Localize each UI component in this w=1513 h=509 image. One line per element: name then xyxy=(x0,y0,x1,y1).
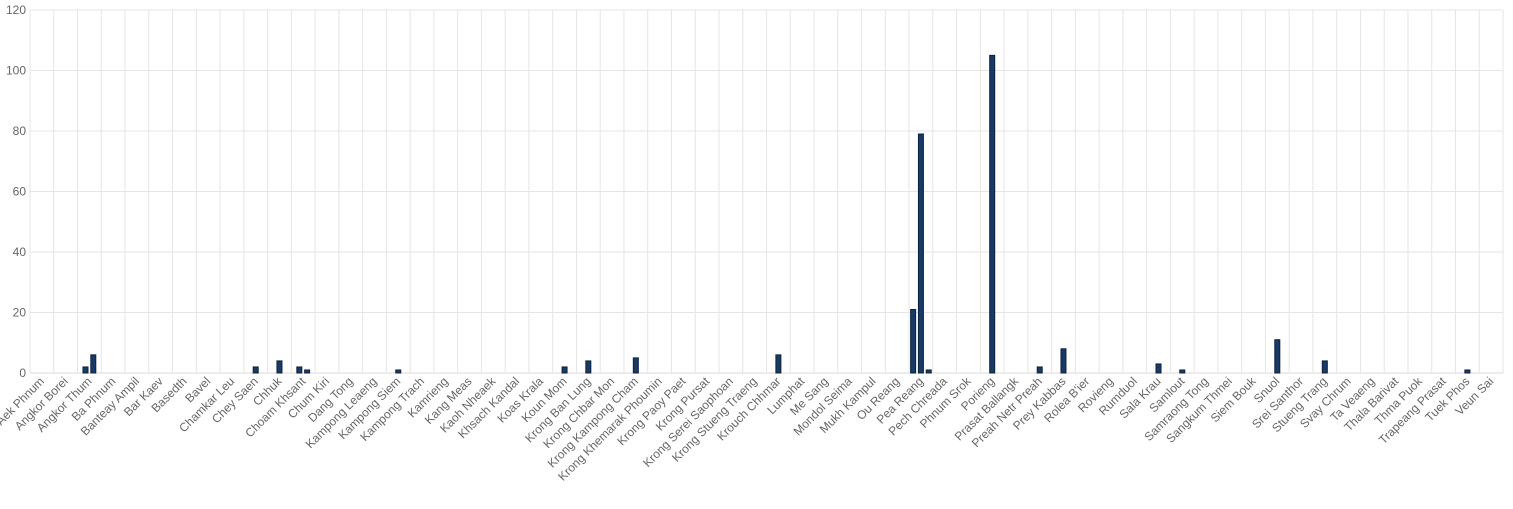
bar[interactable] xyxy=(1179,369,1186,374)
bar[interactable] xyxy=(1321,360,1328,374)
y-tick-label: 120 xyxy=(6,3,26,17)
y-tick-label: 60 xyxy=(13,185,27,199)
bar[interactable] xyxy=(1155,363,1162,374)
bar[interactable] xyxy=(296,366,303,374)
bar[interactable] xyxy=(82,366,89,374)
bars xyxy=(82,54,1471,374)
y-tick-label: 0 xyxy=(19,366,26,380)
bar[interactable] xyxy=(1464,369,1471,374)
y-tick-label: 100 xyxy=(6,64,26,78)
bar[interactable] xyxy=(989,54,996,374)
bar[interactable] xyxy=(585,360,592,374)
bar[interactable] xyxy=(910,308,917,374)
bar[interactable] xyxy=(632,357,639,374)
bar[interactable] xyxy=(1274,339,1281,374)
y-tick-label: 80 xyxy=(13,124,27,138)
bar[interactable] xyxy=(1060,348,1067,374)
bar[interactable] xyxy=(775,354,782,374)
bar[interactable] xyxy=(304,369,311,374)
bar[interactable] xyxy=(395,369,402,374)
bar[interactable] xyxy=(925,369,932,374)
grid-layer xyxy=(29,9,1504,374)
y-tick-label: 40 xyxy=(13,245,27,259)
y-tick-label: 20 xyxy=(13,306,27,320)
bar[interactable] xyxy=(276,360,283,374)
bar[interactable] xyxy=(90,354,97,374)
bar[interactable] xyxy=(1036,366,1043,374)
bar[interactable] xyxy=(252,366,259,374)
bar[interactable] xyxy=(917,133,924,374)
y-axis-tick-labels: 0 20 40 60 80 100 120 xyxy=(6,3,26,380)
bar[interactable] xyxy=(561,366,568,374)
